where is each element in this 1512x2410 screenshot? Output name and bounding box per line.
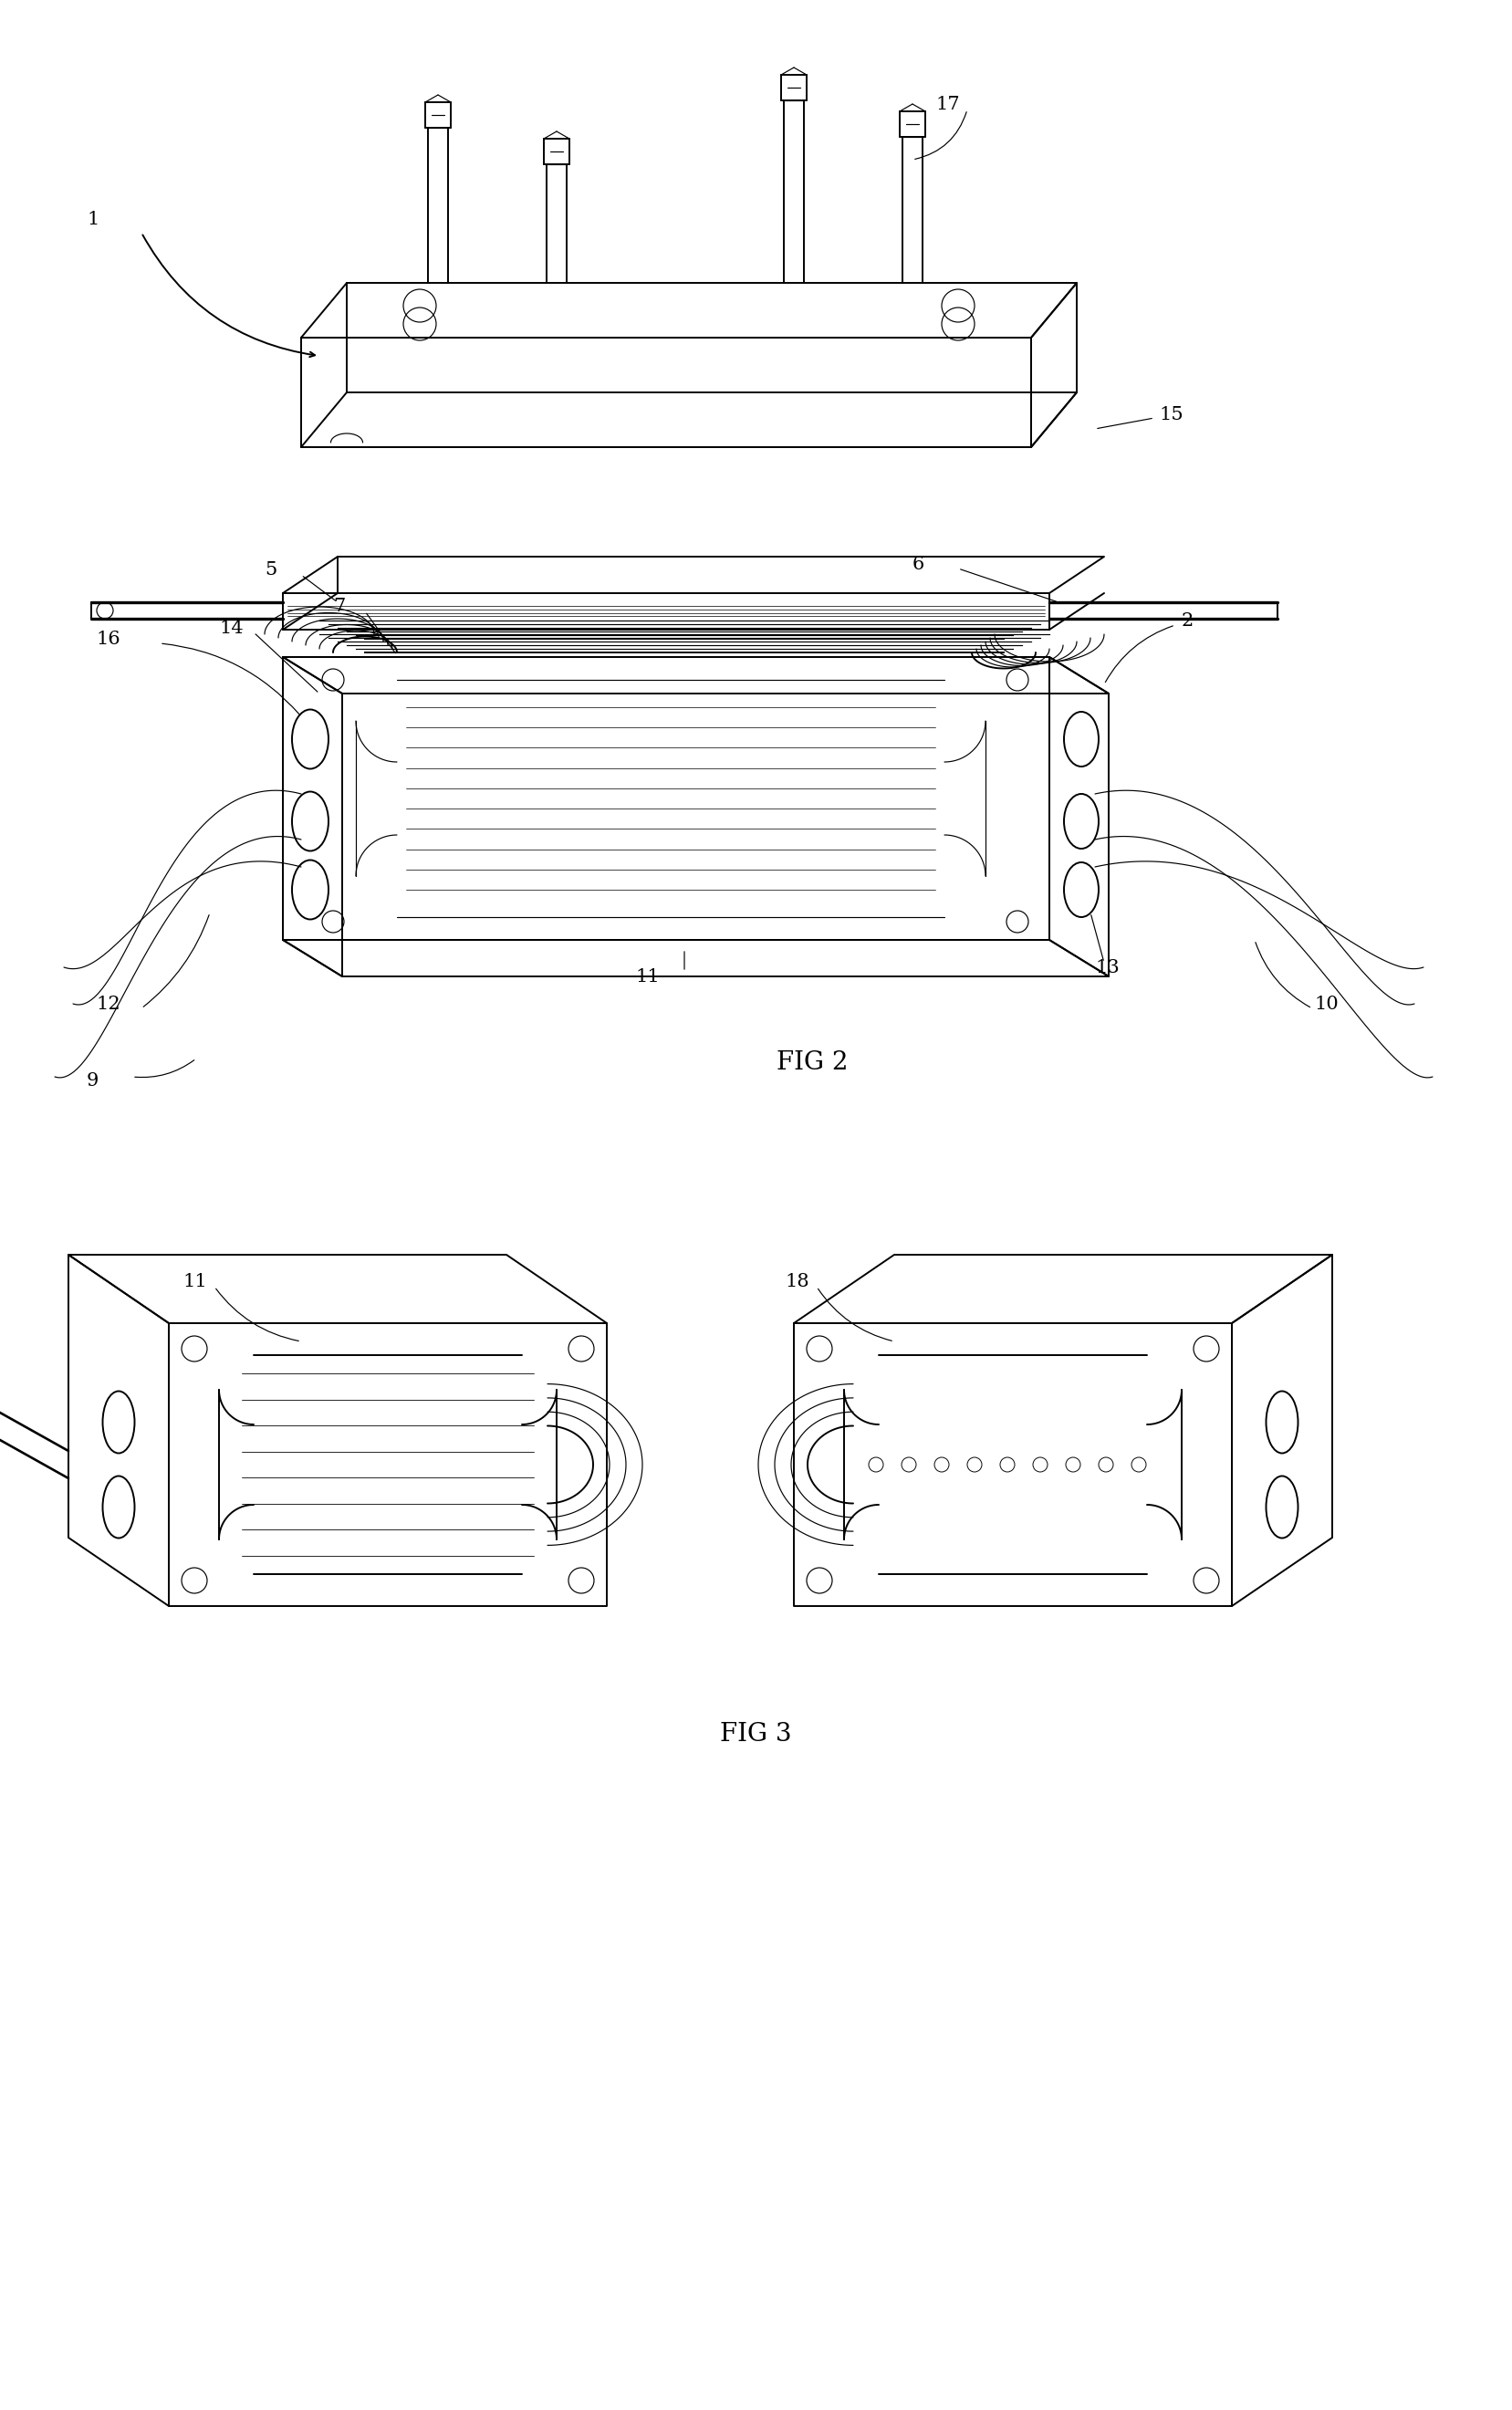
Text: 11: 11 — [183, 1272, 207, 1292]
Text: 10: 10 — [1314, 995, 1338, 1012]
Text: 14: 14 — [219, 619, 243, 636]
Text: 6: 6 — [913, 554, 924, 574]
Text: FIG 2: FIG 2 — [776, 1051, 848, 1075]
Text: 1: 1 — [86, 210, 98, 227]
Text: FIG 3: FIG 3 — [720, 1721, 791, 1747]
Text: 2: 2 — [1182, 612, 1194, 629]
Text: 18: 18 — [785, 1272, 809, 1292]
Text: 5: 5 — [265, 562, 277, 578]
Text: 12: 12 — [95, 995, 119, 1012]
Text: 11: 11 — [635, 969, 661, 986]
Text: 7: 7 — [333, 598, 345, 615]
Text: 16: 16 — [95, 629, 119, 648]
Text: 13: 13 — [1095, 959, 1119, 976]
Text: 17: 17 — [936, 96, 960, 113]
Text: 9: 9 — [86, 1072, 98, 1089]
Text: 15: 15 — [1158, 407, 1184, 424]
